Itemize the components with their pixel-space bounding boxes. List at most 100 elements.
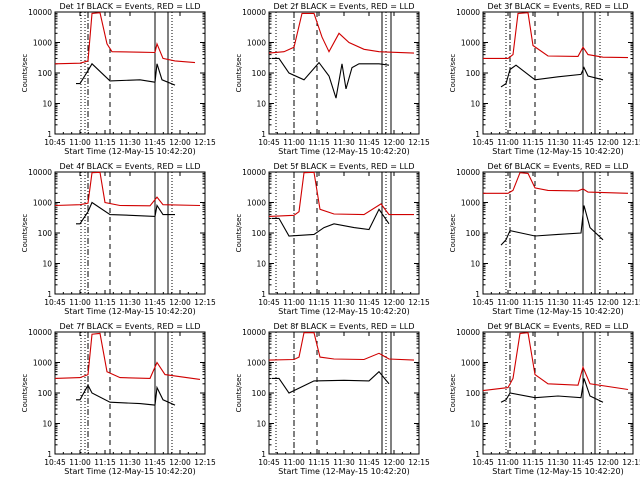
series-line-events — [500, 205, 604, 246]
y-axis-label: Counts/sec — [235, 214, 243, 253]
chart-panel-8: 10:45 11:00 11:15 11:30 11:45 12:00 12:15 1 10 10… — [235, 322, 430, 476]
x-tick-label: 12:15 — [622, 138, 640, 147]
x-tick-label: 11:45 — [358, 138, 380, 147]
series-line-lld — [483, 12, 629, 59]
series-line-events — [272, 370, 390, 394]
x-tick-label: 11:00 — [283, 298, 305, 307]
series-line-events — [76, 62, 176, 86]
plot-frame — [54, 331, 206, 455]
x-tick-label: 10:45 — [44, 298, 66, 307]
x-tick-label: 11:30 — [333, 298, 355, 307]
y-tick-label: 100 — [252, 69, 267, 78]
x-tick-label: 12:15 — [194, 458, 216, 467]
y-tick-label: 1000 — [33, 359, 52, 368]
y-axis-label: Counts/sec — [449, 374, 457, 413]
x-tick-label: 12:00 — [597, 138, 619, 147]
y-tick-label: 10 — [470, 420, 480, 429]
chart-title: Det 7f BLACK = Events, RED = LLD — [59, 322, 200, 331]
x-tick-label: 11:15 — [94, 458, 116, 467]
y-tick-label: 1 — [47, 450, 52, 459]
x-axis-label: Start Time (12-May-15 10:42:20) — [64, 147, 195, 156]
y-tick-label: 100 — [466, 229, 481, 238]
y-tick-label: 100 — [38, 229, 53, 238]
x-tick-label: 12:00 — [383, 458, 405, 467]
y-tick-label: 1 — [47, 130, 52, 139]
x-tick-label: 12:00 — [169, 138, 191, 147]
y-tick-label: 1 — [47, 290, 52, 299]
plot-frame — [54, 11, 206, 135]
y-tick-label: 100 — [466, 389, 481, 398]
x-tick-label: 11:45 — [572, 298, 594, 307]
x-axis-label: Start Time (12-May-15 10:42:20) — [278, 467, 409, 476]
y-tick-label: 1000 — [33, 39, 52, 48]
x-tick-label: 12:15 — [194, 138, 216, 147]
x-axis-label: Start Time (12-May-15 10:42:20) — [64, 467, 195, 476]
series-line-events — [272, 208, 390, 237]
x-tick-label: 11:15 — [522, 458, 544, 467]
series-line-events — [76, 384, 176, 406]
y-tick-label: 10 — [42, 100, 52, 109]
x-tick-label: 10:45 — [258, 298, 280, 307]
x-tick-label: 11:15 — [308, 458, 330, 467]
y-tick-label: 10 — [470, 100, 480, 109]
x-tick-label: 12:00 — [383, 298, 405, 307]
plot-frame — [268, 171, 420, 295]
x-tick-label: 12:00 — [169, 458, 191, 467]
x-tick-label: 11:00 — [69, 458, 91, 467]
chart-title: Det 8f BLACK = Events, RED = LLD — [273, 322, 414, 331]
x-tick-label: 12:15 — [408, 138, 430, 147]
x-tick-label: 12:15 — [194, 298, 216, 307]
x-axis-label: Start Time (12-May-15 10:42:20) — [278, 307, 409, 316]
y-tick-label: 10000 — [242, 168, 266, 177]
x-tick-label: 10:45 — [44, 458, 66, 467]
y-tick-label: 10 — [256, 100, 266, 109]
x-tick-label: 11:30 — [119, 298, 141, 307]
chart-title: Det 4f BLACK = Events, RED = LLD — [59, 162, 200, 171]
y-axis-label: Counts/sec — [21, 54, 29, 93]
y-tick-label: 10000 — [456, 168, 480, 177]
x-tick-label: 11:30 — [333, 458, 355, 467]
x-tick-label: 12:15 — [622, 458, 640, 467]
x-axis-label: Start Time (12-May-15 10:42:20) — [278, 147, 409, 156]
x-tick-label: 12:00 — [597, 458, 619, 467]
chart-panel-7: 10:45 11:00 11:15 11:30 11:45 12:00 12:15 1 10 10… — [21, 322, 216, 476]
y-tick-label: 1 — [475, 130, 480, 139]
y-axis-label: Counts/sec — [449, 54, 457, 93]
x-tick-label: 12:15 — [622, 298, 640, 307]
series-line-events — [500, 64, 604, 88]
x-tick-label: 11:45 — [144, 138, 166, 147]
y-tick-label: 10000 — [242, 8, 266, 17]
chart-title: Det 3f BLACK = Events, RED = LLD — [487, 2, 628, 11]
chart-title: Det 6f BLACK = Events, RED = LLD — [487, 162, 628, 171]
series-line-lld — [268, 332, 415, 361]
x-tick-label: 11:30 — [119, 138, 141, 147]
y-tick-label: 1 — [261, 290, 266, 299]
y-axis-label: Counts/sec — [235, 54, 243, 93]
x-axis-label: Start Time (12-May-15 10:42:20) — [64, 307, 195, 316]
x-axis-label: Start Time (12-May-15 10:42:20) — [492, 467, 623, 476]
y-tick-label: 10 — [256, 420, 266, 429]
x-tick-label: 11:15 — [308, 138, 330, 147]
x-tick-label: 11:00 — [69, 298, 91, 307]
y-tick-label: 100 — [38, 69, 53, 78]
chart-panel-4: 10:45 11:00 11:15 11:30 11:45 12:00 12:15 1 10 10… — [21, 162, 216, 316]
y-tick-label: 10 — [42, 260, 52, 269]
y-tick-label: 10000 — [28, 328, 52, 337]
x-tick-label: 11:45 — [572, 458, 594, 467]
chart-title: Det 5f BLACK = Events, RED = LLD — [273, 162, 414, 171]
y-tick-label: 1000 — [33, 199, 52, 208]
series-line-lld — [483, 172, 629, 194]
chart-title: Det 1f BLACK = Events, RED = LLD — [59, 2, 200, 11]
y-tick-label: 100 — [252, 389, 267, 398]
y-tick-label: 1000 — [461, 39, 480, 48]
x-tick-label: 11:45 — [144, 298, 166, 307]
x-tick-label: 11:00 — [497, 138, 519, 147]
y-axis-label: Counts/sec — [449, 214, 457, 253]
x-tick-label: 10:45 — [472, 458, 494, 467]
y-tick-label: 10000 — [28, 168, 52, 177]
x-tick-label: 11:45 — [358, 298, 380, 307]
series-line-lld — [268, 12, 415, 54]
y-tick-label: 10 — [256, 260, 266, 269]
